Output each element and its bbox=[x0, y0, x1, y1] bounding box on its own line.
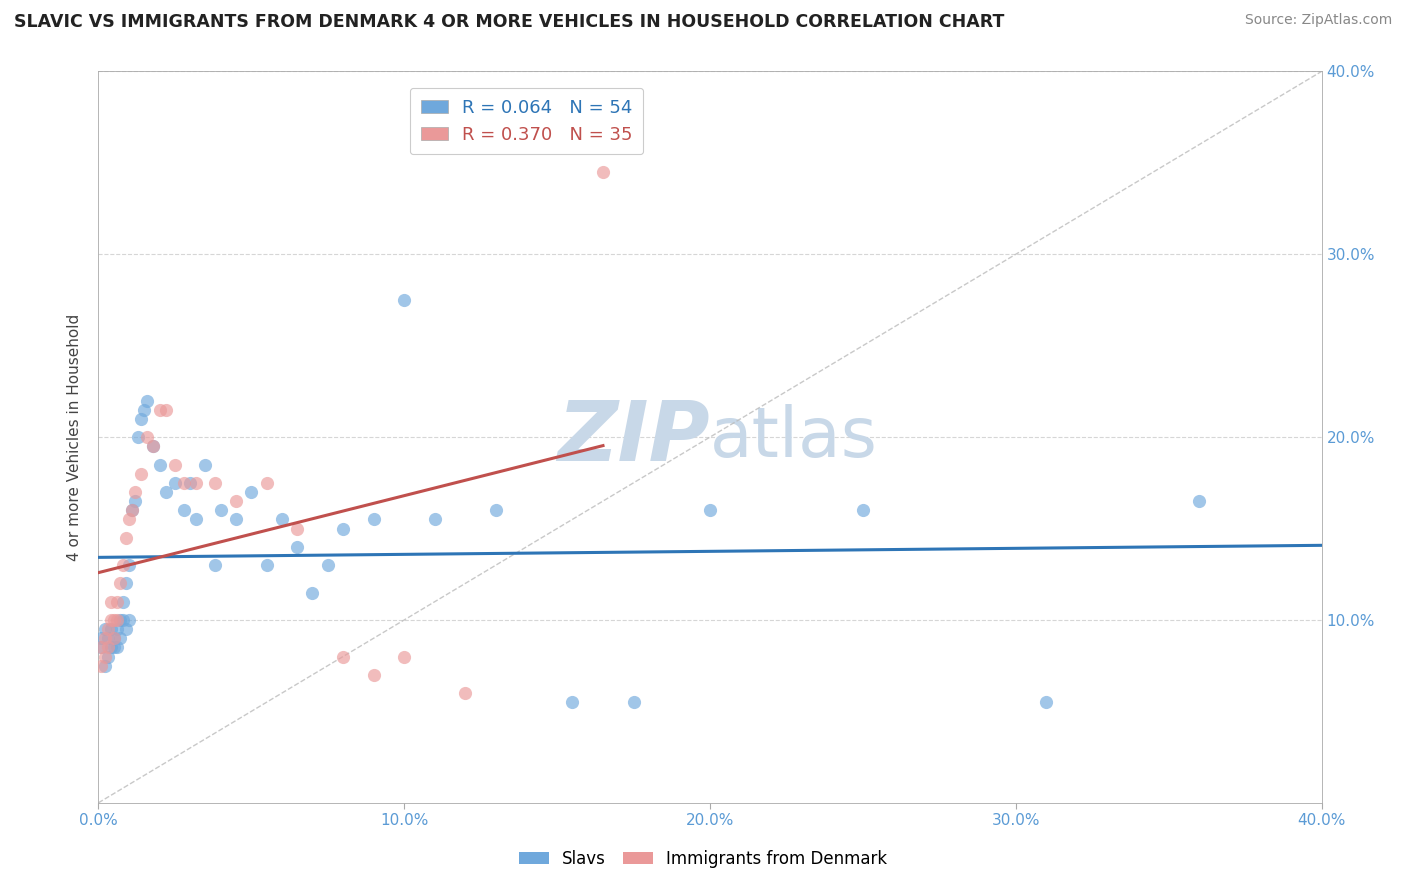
Point bbox=[100, 622, 122, 636]
Point bbox=[186, 512, 208, 526]
Point bbox=[108, 613, 131, 627]
Point bbox=[1035, 695, 1057, 709]
Point bbox=[115, 622, 138, 636]
Point bbox=[454, 686, 477, 700]
Point bbox=[363, 512, 385, 526]
Point bbox=[270, 512, 292, 526]
Point bbox=[142, 439, 165, 453]
Point bbox=[105, 640, 128, 655]
Point bbox=[485, 503, 508, 517]
Point bbox=[301, 585, 323, 599]
Point bbox=[111, 558, 134, 573]
Point bbox=[127, 430, 149, 444]
Point bbox=[592, 165, 614, 179]
Point bbox=[93, 658, 115, 673]
Point bbox=[115, 531, 138, 545]
Point bbox=[423, 512, 446, 526]
Point bbox=[105, 594, 128, 608]
Point bbox=[118, 558, 141, 573]
Point bbox=[97, 622, 120, 636]
Point bbox=[173, 503, 195, 517]
Point bbox=[103, 632, 125, 646]
Text: SLAVIC VS IMMIGRANTS FROM DENMARK 4 OR MORE VEHICLES IN HOUSEHOLD CORRELATION CH: SLAVIC VS IMMIGRANTS FROM DENMARK 4 OR M… bbox=[14, 13, 1004, 31]
Point bbox=[392, 293, 416, 307]
Point bbox=[100, 594, 122, 608]
Point bbox=[136, 430, 159, 444]
Point bbox=[149, 402, 172, 417]
Point bbox=[142, 439, 165, 453]
Point bbox=[93, 632, 115, 646]
Point bbox=[90, 658, 112, 673]
Point bbox=[124, 494, 146, 508]
Point bbox=[163, 475, 186, 490]
Point bbox=[209, 503, 232, 517]
Point bbox=[93, 649, 115, 664]
Legend: R = 0.064   N = 54, R = 0.370   N = 35: R = 0.064 N = 54, R = 0.370 N = 35 bbox=[409, 87, 644, 154]
Point bbox=[108, 576, 131, 591]
Point bbox=[115, 576, 138, 591]
Point bbox=[699, 503, 721, 517]
Point bbox=[204, 558, 226, 573]
Point bbox=[173, 475, 195, 490]
Point bbox=[392, 649, 416, 664]
Point bbox=[204, 475, 226, 490]
Point bbox=[163, 458, 186, 472]
Point bbox=[256, 558, 278, 573]
Point bbox=[256, 475, 278, 490]
Point bbox=[90, 632, 112, 646]
Point bbox=[623, 695, 645, 709]
Point bbox=[332, 649, 354, 664]
Point bbox=[285, 540, 308, 554]
Point bbox=[111, 594, 134, 608]
Point bbox=[225, 512, 247, 526]
Point bbox=[90, 640, 112, 655]
Point bbox=[121, 503, 143, 517]
Point bbox=[285, 521, 308, 535]
Point bbox=[155, 402, 177, 417]
Point bbox=[186, 475, 208, 490]
Point bbox=[121, 503, 143, 517]
Point bbox=[332, 521, 354, 535]
Point bbox=[103, 632, 125, 646]
Point bbox=[149, 458, 172, 472]
Point bbox=[108, 632, 131, 646]
Y-axis label: 4 or more Vehicles in Household: 4 or more Vehicles in Household bbox=[67, 313, 83, 561]
Text: Source: ZipAtlas.com: Source: ZipAtlas.com bbox=[1244, 13, 1392, 28]
Point bbox=[100, 640, 122, 655]
Point bbox=[105, 613, 128, 627]
Point bbox=[561, 695, 583, 709]
Point bbox=[93, 622, 115, 636]
Point bbox=[852, 503, 875, 517]
Point bbox=[124, 485, 146, 500]
Legend: Slavs, Immigrants from Denmark: Slavs, Immigrants from Denmark bbox=[512, 844, 894, 875]
Point bbox=[103, 640, 125, 655]
Point bbox=[316, 558, 339, 573]
Text: atlas: atlas bbox=[710, 403, 877, 471]
Point bbox=[97, 649, 120, 664]
Point bbox=[363, 667, 385, 681]
Point bbox=[97, 632, 120, 646]
Point bbox=[136, 393, 159, 408]
Point bbox=[118, 512, 141, 526]
Text: ZIP: ZIP bbox=[557, 397, 710, 477]
Point bbox=[225, 494, 247, 508]
Point bbox=[134, 402, 156, 417]
Point bbox=[100, 613, 122, 627]
Point bbox=[129, 412, 152, 426]
Point bbox=[105, 622, 128, 636]
Point bbox=[90, 640, 112, 655]
Point bbox=[103, 613, 125, 627]
Point bbox=[155, 485, 177, 500]
Point bbox=[1188, 494, 1211, 508]
Point bbox=[240, 485, 263, 500]
Point bbox=[111, 613, 134, 627]
Point bbox=[179, 475, 201, 490]
Point bbox=[97, 640, 120, 655]
Point bbox=[129, 467, 152, 481]
Point bbox=[118, 613, 141, 627]
Point bbox=[194, 458, 217, 472]
